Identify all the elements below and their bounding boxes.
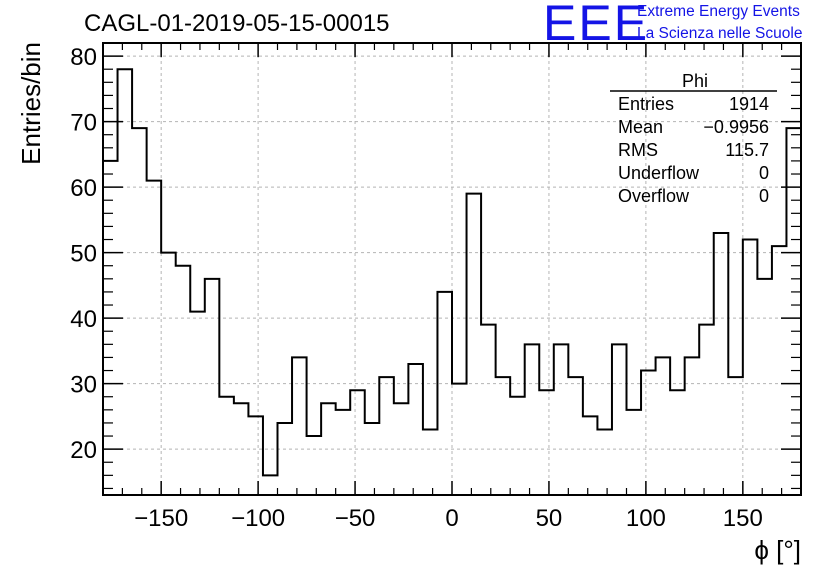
x-tick-label: 100 xyxy=(626,505,666,532)
stats-title: Phi xyxy=(682,71,708,91)
stats-label: Overflow xyxy=(618,186,690,206)
labels-layer: −150 −100 −50 0 50 100 150 20 30 40 50 60 70 80 xyxy=(70,44,763,532)
x-tick-label: 0 xyxy=(445,505,458,532)
x-tick-label: −150 xyxy=(134,505,188,532)
stats-box: Phi Entries 1914 Mean −0.9956 RMS 115.7 Underf… xyxy=(610,71,777,206)
eee-brand: EEE Extreme Energy Events La Scienza nel… xyxy=(543,0,833,51)
ticks-layer xyxy=(102,42,802,495)
y-tick-label: 50 xyxy=(70,241,97,268)
y-tick-label: 40 xyxy=(70,306,97,333)
brand-line-1: Extreme Energy Events xyxy=(637,3,800,20)
x-tick-label: −100 xyxy=(231,505,285,532)
histogram-line xyxy=(103,68,801,477)
x-tick-label: 150 xyxy=(723,505,763,532)
stats-label: Underflow xyxy=(618,163,700,183)
stats-value: 0 xyxy=(759,186,769,206)
y-axis-label: Entries/bin xyxy=(16,42,46,165)
stats-value: −0.9956 xyxy=(703,117,769,137)
y-tick-label: 30 xyxy=(70,372,97,399)
stats-value: 115.7 xyxy=(725,140,769,160)
brand-line-2: La Scienza nelle Scuole xyxy=(637,25,803,42)
x-tick-label: 50 xyxy=(536,505,563,532)
stats-label: Mean xyxy=(618,117,663,137)
stats-value: 0 xyxy=(759,163,769,183)
stats-label: Entries xyxy=(618,94,674,114)
chart-title: CAGL-01-2019-05-15-00015 xyxy=(84,10,390,37)
stats-rows: Entries 1914 Mean −0.9956 RMS 115.7 Underflow 0… xyxy=(618,94,769,206)
stats-value: 1914 xyxy=(729,94,769,114)
x-tick-label: −50 xyxy=(335,505,376,532)
y-tick-label: 60 xyxy=(70,175,97,202)
x-axis-label: ϕ [°] xyxy=(754,535,801,565)
y-tick-label: 80 xyxy=(70,44,97,71)
stats-label: RMS xyxy=(618,140,658,160)
y-tick-label: 20 xyxy=(70,437,97,464)
y-tick-label: 70 xyxy=(70,110,97,137)
grid-layer xyxy=(103,43,801,495)
